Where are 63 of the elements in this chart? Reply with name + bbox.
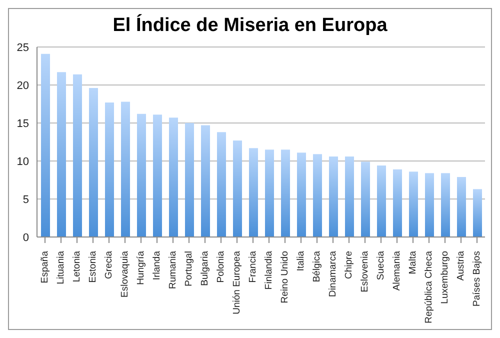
x-tick-label: Alemania	[392, 250, 402, 291]
x-tick-label: Eslovenia	[360, 250, 370, 292]
x-tick-label: España	[40, 250, 50, 284]
x-tick-label: Luxemburgo	[440, 251, 450, 304]
bar	[297, 152, 306, 237]
bar	[153, 114, 162, 237]
bar	[329, 156, 338, 237]
x-tick-label: Hungría	[136, 250, 146, 285]
x-tick-label: Suecia	[376, 250, 386, 280]
bar	[409, 172, 418, 237]
x-tick-label: Austria	[456, 250, 466, 281]
x-tick-label: Polonia	[216, 250, 226, 283]
y-tick-label: 20	[16, 80, 29, 92]
y-tick-label: 10	[16, 156, 29, 168]
x-tick-label: Bélgica	[312, 250, 322, 282]
y-tick-label: 5	[22, 194, 29, 206]
x-tick-label: Eslovaquia	[120, 250, 130, 298]
x-tick-label: República Checa	[424, 250, 434, 324]
bar	[473, 189, 482, 237]
bar	[425, 173, 434, 237]
bar	[137, 114, 146, 237]
bar	[105, 102, 114, 237]
x-tick-label: Finlandia	[264, 250, 274, 290]
x-tick-label: Portugal	[184, 251, 194, 286]
bar	[57, 72, 66, 237]
bar	[73, 74, 82, 237]
x-tick-label: Estonia	[88, 250, 98, 283]
bar	[377, 166, 386, 237]
x-tick-label: Chipre	[344, 251, 354, 279]
chart-title: El Índice de Miseria en Europa	[112, 15, 388, 38]
bar	[249, 148, 258, 237]
x-tick-label: Bulgaria	[200, 250, 210, 286]
x-tick-label: Reino Unido	[280, 251, 290, 304]
y-tick-label: 25	[16, 42, 29, 54]
bar	[345, 156, 354, 237]
x-tick-label: Irlanda	[152, 250, 162, 280]
bar	[89, 88, 98, 237]
x-tick-label: Italia	[296, 250, 306, 272]
bar	[201, 125, 210, 237]
x-tick-label: Francia	[248, 250, 258, 283]
bar	[185, 123, 194, 237]
bar	[361, 162, 370, 237]
x-tick-label: Malta	[408, 250, 418, 274]
bar	[281, 150, 290, 237]
x-tick-label: Grecia	[104, 250, 114, 279]
x-tick-label: Países Bajos	[472, 250, 482, 306]
bar	[457, 176, 466, 237]
x-tick-label: Dinamarca	[328, 250, 338, 297]
bar	[393, 169, 402, 237]
y-tick-label: 15	[16, 118, 29, 130]
bar	[265, 150, 274, 237]
bar	[169, 118, 178, 237]
x-tick-label: Lituania	[56, 250, 66, 284]
bar	[233, 140, 242, 237]
bar	[313, 154, 322, 237]
bar	[441, 173, 450, 237]
x-tick-label: Rumania	[168, 250, 178, 290]
bar	[121, 102, 130, 237]
bar	[217, 132, 226, 237]
bar	[41, 54, 50, 237]
y-tick-label: 0	[22, 232, 29, 244]
x-tick-label: Letonia	[72, 250, 82, 282]
x-tick-label: Unión Europea	[232, 250, 242, 314]
